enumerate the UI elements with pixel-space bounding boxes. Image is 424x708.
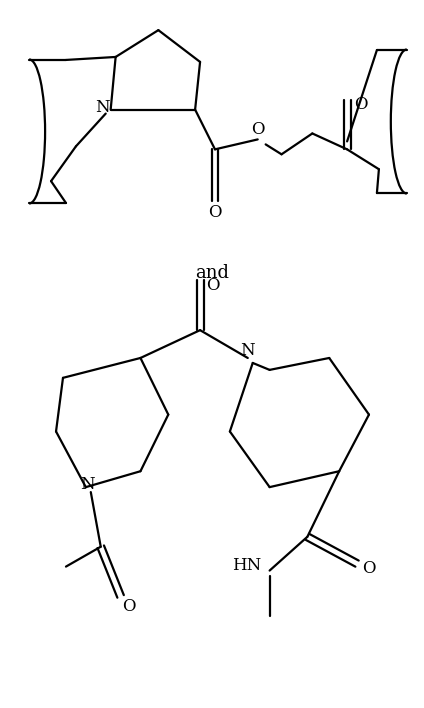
Text: and: and	[195, 263, 229, 282]
Text: O: O	[206, 277, 220, 294]
Text: O: O	[362, 560, 376, 577]
Text: N: N	[240, 341, 255, 358]
Text: O: O	[208, 205, 222, 222]
Text: N: N	[81, 476, 95, 493]
Text: N: N	[95, 99, 110, 116]
Text: O: O	[354, 96, 368, 113]
Text: HN: HN	[232, 557, 262, 574]
Text: O: O	[251, 121, 265, 138]
Text: O: O	[122, 598, 135, 615]
